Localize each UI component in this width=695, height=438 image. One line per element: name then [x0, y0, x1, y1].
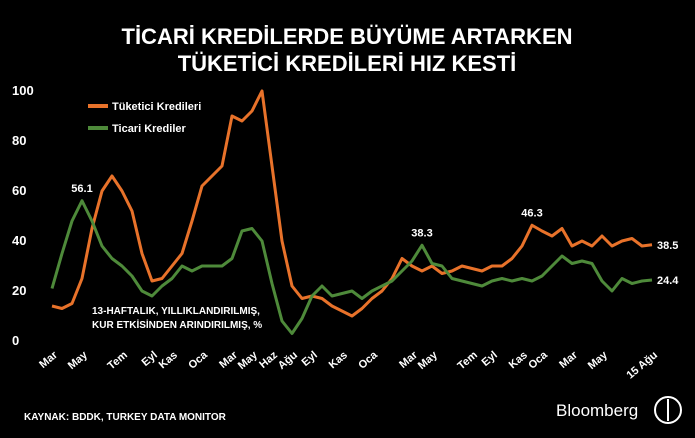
- x-tick-label: Kas: [327, 349, 350, 371]
- x-tick-label: Eyl: [140, 349, 160, 369]
- x-tick-label: Tem: [106, 349, 131, 372]
- x-tick-label: May: [586, 349, 611, 373]
- x-tick-label: May: [66, 349, 91, 373]
- y-tick-label: 20: [12, 283, 26, 298]
- x-tick-label: Tem: [456, 349, 481, 372]
- y-tick-label: 100: [12, 83, 34, 98]
- y-tick-label: 60: [12, 183, 26, 198]
- x-tick-label: Mar: [217, 349, 240, 371]
- x-tick-label: Ağu: [276, 349, 300, 372]
- x-tick-label: Eyl: [480, 349, 500, 369]
- x-tick-label: Haz: [257, 349, 280, 371]
- source: KAYNAK: BDDK, TURKEY DATA MONITOR: [24, 412, 227, 423]
- legend-label: Tüketici Kredileri: [112, 101, 201, 113]
- x-tick-label: Oca: [356, 349, 380, 372]
- series-line: [50, 199, 653, 335]
- x-tick-label: 15 Ağu: [624, 349, 659, 382]
- logo: [654, 396, 682, 424]
- y-tick-label: 0: [12, 333, 19, 348]
- legend-label: Ticari Krediler: [112, 123, 186, 135]
- y-tick-label: 40: [12, 233, 26, 248]
- x-tick-label: Oca: [186, 349, 210, 372]
- x-tick-label: May: [416, 349, 441, 373]
- x-tick-label: May: [236, 349, 261, 373]
- chart-title: TÜKETİCİ KREDİLERİ HIZ KESTİ: [178, 51, 517, 76]
- x-tick-label: Mar: [37, 349, 60, 371]
- data-label: 46.3: [521, 207, 542, 219]
- data-label: 38.5: [657, 240, 678, 252]
- x-tick-label: Eyl: [300, 349, 320, 369]
- y-tick-label: 80: [12, 133, 26, 148]
- data-label: 38.3: [411, 227, 432, 239]
- note: 13-HAFTALIK, YILLIKLANDIRILMIŞ,: [92, 306, 260, 317]
- x-tick-label: Oca: [526, 349, 550, 372]
- note: KUR ETKİSİNDEN ARINDIRILMIŞ, %: [92, 318, 262, 331]
- brand: Bloomberg: [556, 401, 638, 420]
- x-tick-label: Kas: [157, 349, 180, 371]
- chart-title: TİCARİ KREDİLERDE BÜYÜME ARTARKEN: [122, 24, 573, 49]
- x-tick-label: Mar: [557, 349, 580, 371]
- data-label: 56.1: [71, 183, 92, 195]
- series-line: [51, 89, 653, 318]
- x-tick-label: Mar: [397, 349, 420, 371]
- x-tick-label: Kas: [507, 349, 530, 371]
- data-label: 24.4: [657, 275, 679, 287]
